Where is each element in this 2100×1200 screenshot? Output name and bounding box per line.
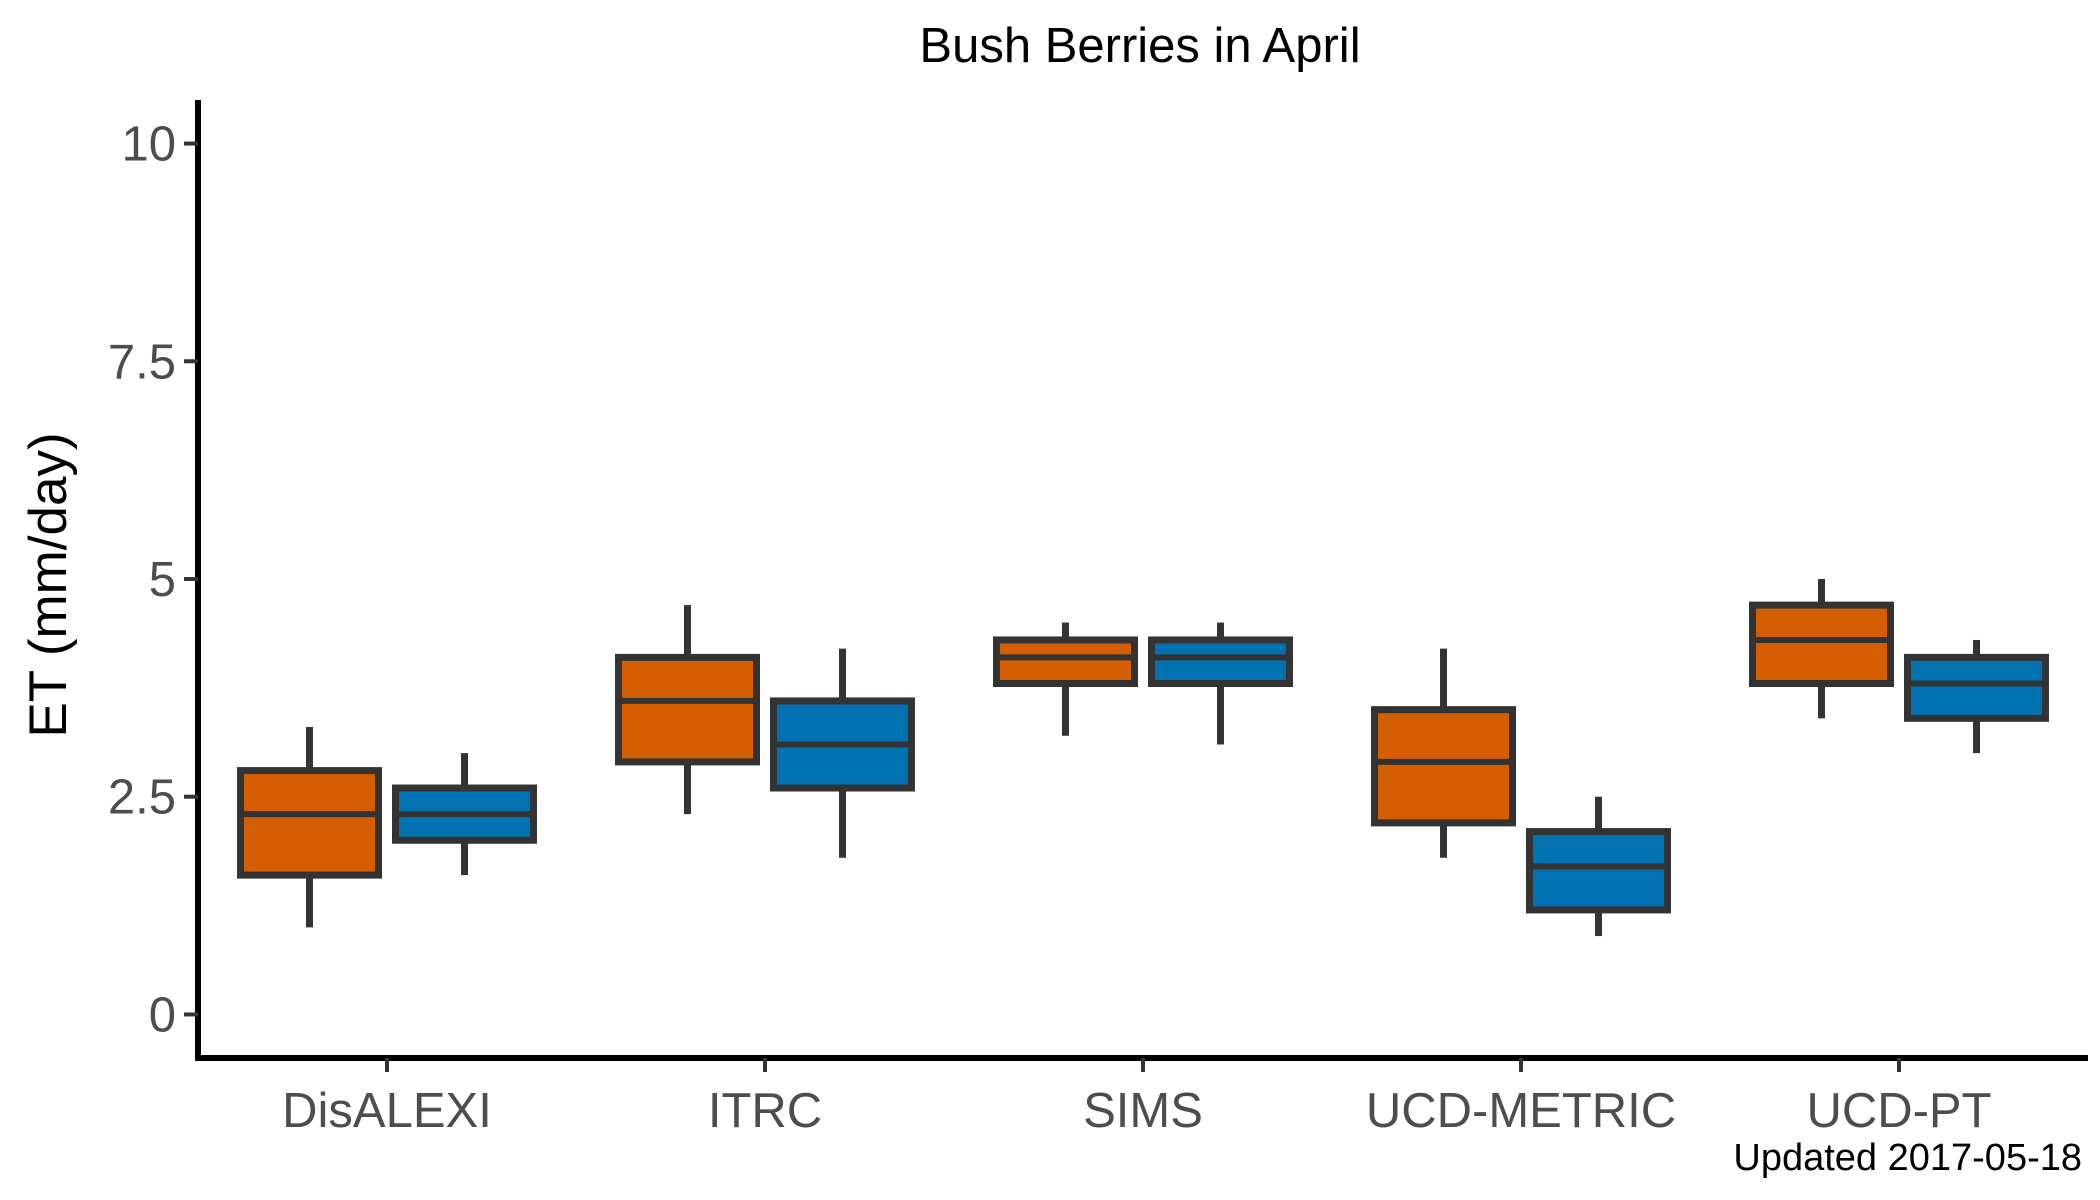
chart-title: Bush Berries in April [919,19,1360,73]
box-iqr [1904,653,2049,722]
y-tick-label: 10 [121,118,176,172]
box-disalexi-series-2 [392,753,537,876]
box-iqr [1749,601,1894,688]
box-iqr [615,653,760,766]
box-ucd-metric-series-2 [1526,796,1671,937]
box-disalexi-series-1 [237,727,382,928]
box-iqr [1371,706,1516,827]
box-itrc-series-1 [615,605,760,815]
box-ucd-pt-series-1 [1749,579,1894,719]
box-iqr [1148,636,1293,688]
box-iqr [993,636,1138,688]
box-itrc-series-2 [770,648,915,858]
y-tick-label: 0 [149,988,176,1042]
x-tick-label: UCD-METRIC [1366,1084,1676,1138]
y-tick-label: 7.5 [108,335,176,389]
x-tick-label: UCD-PT [1806,1084,1991,1138]
boxes-layer [237,579,2049,937]
axes-layer: 0 2.5 5 7.5 10 DisALEXI ITRC SIMS UCD-METRIC UCD-… [108,100,2088,1138]
y-axis-title: ET (mm/day) [19,432,78,737]
x-tick-label: DisALEXI [282,1084,492,1138]
updated-caption: Updated 2017-05-18 [1733,1137,2082,1179]
box-ucd-metric-series-1 [1371,648,1516,858]
box-ucd-pt-series-2 [1904,639,2049,754]
x-tick-label: ITRC [708,1084,822,1138]
box-sims-series-1 [993,622,1138,736]
box-iqr [237,767,382,879]
x-tick-label: SIMS [1083,1084,1203,1138]
box-iqr [1526,828,1671,914]
y-tick-label: 5 [149,553,176,607]
box-sims-series-2 [1148,622,1293,745]
y-tick-label: 2.5 [108,771,176,825]
